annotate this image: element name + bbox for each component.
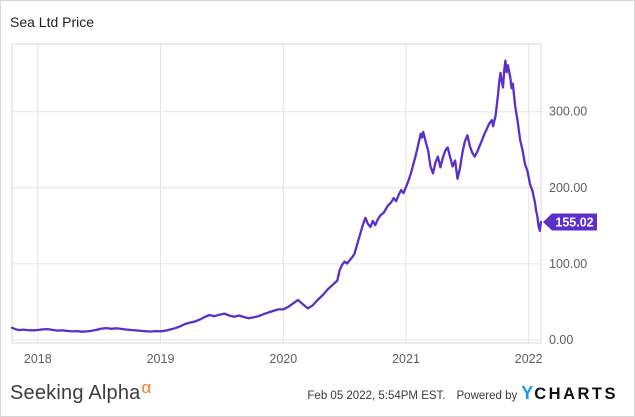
ycharts-wordmark: CHARTS [534, 385, 618, 403]
timestamp: Feb 05 2022, 5:54PM EST. [307, 390, 446, 402]
price-chart: 2018 2019 2020 2021 2022 0.00 100.00 200.00 300.… [10, 43, 597, 366]
powered-by-label: Powered by [456, 390, 518, 402]
chart-title: Sea Ltd Price [10, 14, 95, 30]
plot-border [11, 43, 542, 344]
ycharts-y-glyph: Y [521, 383, 535, 403]
last-price-badge-label: 155.02 [555, 216, 593, 230]
seeking-alpha-wordmark: Seeking Alpha [10, 382, 141, 404]
x-tick-label: 2019 [147, 352, 175, 366]
y-tick-label: 100.00 [549, 257, 587, 271]
x-tick-label: 2022 [515, 352, 543, 366]
y-tick-label: 300.00 [549, 105, 587, 119]
alpha-symbol: α [141, 378, 152, 398]
y-tick-label: 200.00 [549, 181, 587, 195]
x-tick-label: 2020 [269, 352, 297, 366]
y-tick-label: 0.00 [549, 333, 573, 347]
chart-footer: Seeking Alphaα Feb 05 2022, 5:54PM EST. … [1, 370, 634, 416]
attribution: Feb 05 2022, 5:54PM EST. Powered by YCHA… [307, 383, 618, 404]
x-tick-label: 2021 [392, 352, 420, 366]
x-tick-label: 2018 [24, 352, 52, 366]
ycharts-logo: YCHARTS [521, 383, 618, 404]
price-line [10, 59, 543, 333]
last-price-badge [543, 213, 597, 231]
seeking-alpha-logo: Seeking Alphaα [10, 379, 151, 405]
